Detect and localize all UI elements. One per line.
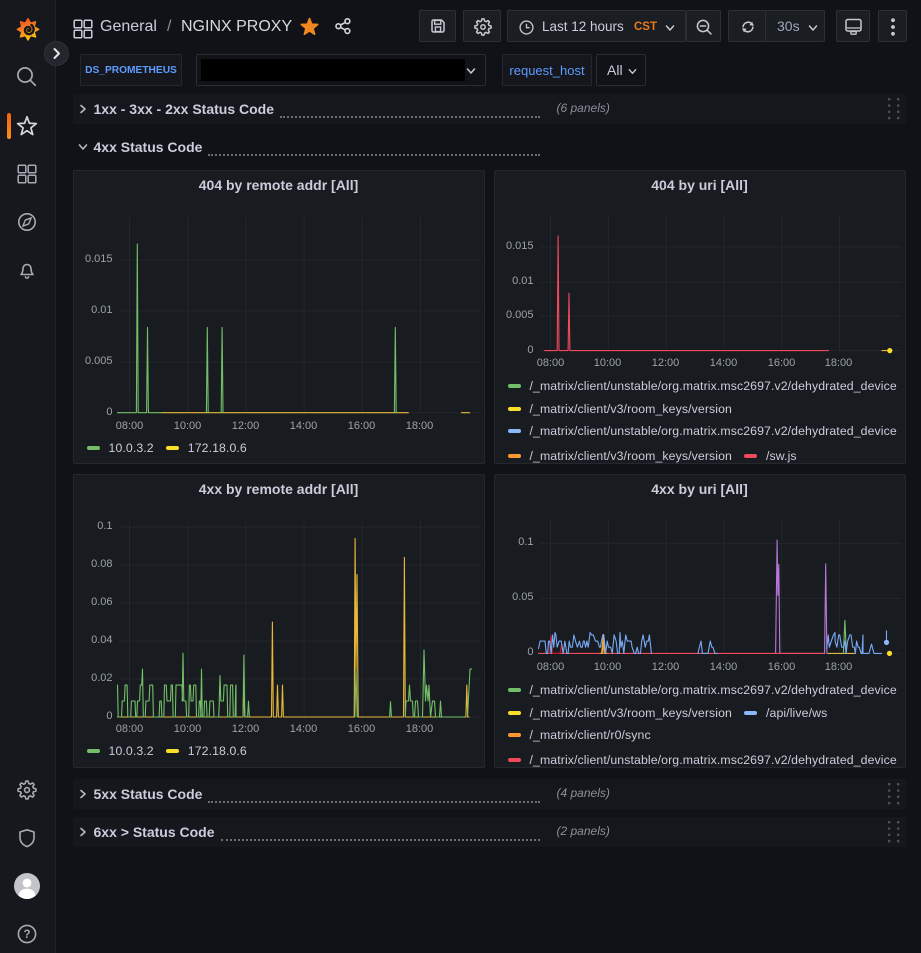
svg-text:?: ? [23,929,30,941]
